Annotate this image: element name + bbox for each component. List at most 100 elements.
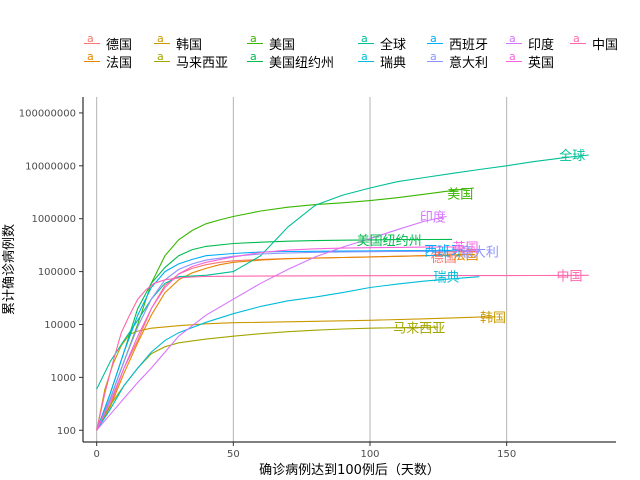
- series-line-6: [96, 154, 589, 390]
- x-tick-label: 150: [497, 449, 516, 460]
- legend-key-line: [84, 43, 100, 45]
- legend-key: a: [506, 33, 522, 49]
- legend-label: 法国: [106, 55, 133, 71]
- series-label-8: 西班牙: [424, 245, 463, 260]
- legend-key-glyph: a: [87, 32, 94, 45]
- legend-key-glyph: a: [430, 32, 437, 45]
- series-label-1: 法国: [453, 249, 479, 264]
- legend-key: a: [358, 33, 374, 49]
- series-label-3: 马来西亚: [393, 321, 445, 336]
- grid: [96, 97, 508, 442]
- legend-key: a: [247, 51, 263, 67]
- series-line-8: [96, 249, 453, 431]
- legend-item: a 全球: [358, 33, 407, 53]
- legend-key: a: [84, 33, 100, 49]
- x-tick-label: 100: [360, 449, 379, 460]
- legend-item: a 法国: [84, 51, 133, 71]
- legend-key-glyph: a: [361, 32, 368, 45]
- series-line-1: [96, 254, 474, 431]
- legend-item: a 印度: [506, 33, 555, 53]
- legend-key: a: [154, 33, 170, 49]
- series-label-12: 中国: [557, 270, 583, 285]
- series-line-4: [96, 187, 474, 431]
- legend-item: a 德国: [84, 33, 133, 53]
- legend-item: a 韩国: [154, 33, 203, 53]
- legend-key: a: [570, 33, 586, 49]
- legend-key-glyph: a: [87, 50, 94, 63]
- series-label-5: 美国纽约州: [357, 234, 422, 249]
- series-label-11: 英国: [453, 241, 479, 256]
- legend-label: 西班牙: [449, 37, 489, 53]
- legend-key-line: [506, 61, 522, 63]
- legend-key-glyph: a: [157, 50, 164, 63]
- legend-key-line: [247, 43, 263, 45]
- series-label-6: 全球: [559, 148, 585, 164]
- legend-key-glyph: a: [430, 50, 437, 63]
- legend-key: a: [427, 33, 443, 49]
- legend-key: a: [84, 51, 100, 67]
- legend-key-glyph: a: [250, 32, 257, 45]
- legend: a 德国 a 法国 a 韩国 a 马来西亚 a 美国 a 美国纽约州 a 全球 a 瑞典 a 西班牙 a 意大利 a 印度…: [84, 33, 634, 74]
- legend-item: a 中国: [570, 33, 618, 53]
- legend-item: a 意大利: [427, 51, 489, 71]
- legend-item: a 英国: [506, 51, 555, 71]
- legend-label: 韩国: [176, 37, 203, 53]
- series-line-2: [96, 316, 496, 431]
- series-line-11: [96, 246, 466, 431]
- series-label-7: 瑞典: [434, 271, 460, 286]
- legend-label: 印度: [528, 37, 555, 53]
- y-tick-label: 100: [57, 426, 76, 437]
- series-label-10: 印度: [420, 210, 446, 226]
- series-label-9: 意大利: [460, 244, 499, 260]
- legend-label: 英国: [528, 55, 555, 71]
- series-line-5: [96, 238, 453, 431]
- legend-key: a: [427, 51, 443, 67]
- legend-key-line: [247, 61, 263, 63]
- series-line-0: [96, 254, 444, 431]
- legend-item: a 美国: [247, 33, 296, 53]
- legend-label: 美国: [269, 37, 296, 53]
- series-lines: [96, 154, 589, 431]
- legend-item: a 美国纽约州: [247, 51, 335, 71]
- legend-key-line: [154, 61, 170, 63]
- legend-key-glyph: a: [250, 50, 257, 63]
- legend-label: 瑞典: [380, 55, 407, 71]
- legend-label: 意大利: [449, 55, 489, 71]
- axes: 0 50 100 150 100 1000 10000 100000 1000000 100000…: [19, 97, 616, 460]
- legend-key-line: [154, 43, 170, 45]
- y-tick-label: 10000: [44, 320, 76, 331]
- series-line-12: [96, 274, 589, 431]
- legend-label: 德国: [106, 37, 133, 53]
- legend-key: a: [506, 51, 522, 67]
- y-tick-label: 1000: [51, 373, 76, 384]
- legend-key: a: [154, 51, 170, 67]
- legend-key-line: [358, 61, 374, 63]
- legend-item: a 西班牙: [427, 33, 489, 53]
- series-line-10: [96, 215, 447, 431]
- y-tick-label: 1000000: [31, 214, 76, 225]
- series-label-4: 美国: [447, 187, 473, 202]
- legend-label: 全球: [380, 37, 407, 53]
- legend-key-glyph: a: [573, 32, 580, 45]
- series-line-9: [96, 250, 480, 431]
- legend-key-line: [84, 61, 100, 63]
- y-axis-title: 累计确诊病例数: [2, 224, 17, 315]
- legend-item: a 马来西亚: [154, 51, 228, 71]
- y-tick-label: 100000000: [19, 108, 76, 119]
- legend-key-line: [358, 43, 374, 45]
- x-tick-label: 0: [93, 449, 99, 460]
- legend-label: 美国纽约州: [269, 55, 335, 71]
- series-line-7: [96, 276, 480, 431]
- series-label-2: 韩国: [480, 311, 506, 326]
- legend-key-glyph: a: [509, 32, 516, 45]
- y-tick-label: 100000: [38, 267, 76, 278]
- legend-item: a 瑞典: [358, 50, 407, 71]
- legend-key-glyph: a: [509, 50, 516, 63]
- y-tick-label: 10000000: [25, 161, 76, 172]
- legend-key: a: [247, 33, 263, 49]
- legend-key-line: [506, 43, 522, 45]
- legend-key-glyph: a: [157, 32, 164, 45]
- legend-key-glyph: a: [361, 50, 368, 63]
- x-axis-title: 确诊病例达到100例后（天数）: [259, 463, 440, 478]
